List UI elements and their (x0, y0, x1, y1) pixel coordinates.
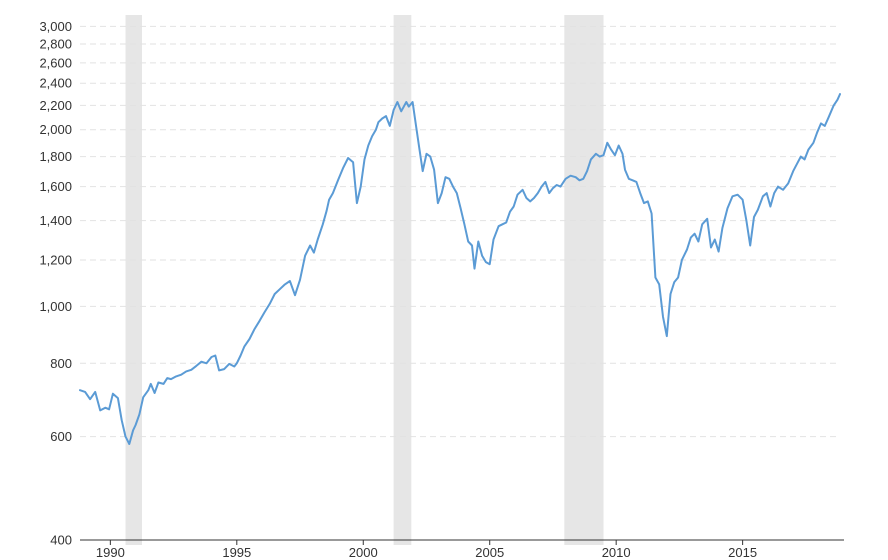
y-tick-label-1800: 1,800 (39, 149, 72, 164)
y-tick-label-2800: 2,800 (39, 36, 72, 51)
y-tick-label-2400: 2,400 (39, 76, 72, 91)
y-tick-label-2600: 2,600 (39, 55, 72, 70)
y-tick-label-800: 800 (50, 356, 72, 371)
x-axis: 1990 1995 2000 2005 2010 2015 (80, 539, 844, 560)
y-tick-label-3000: 3,000 (39, 19, 72, 34)
y-axis: 400 600 800 1,000 1,200 1,400 1,600 1,800 2,000 2… (39, 19, 72, 548)
recession-band-1 (125, 15, 142, 545)
recession-band-3 (564, 15, 604, 545)
y-tick-label-1600: 1,600 (39, 179, 72, 194)
y-tick-label-1200: 1,200 (39, 252, 72, 267)
gridlines (80, 25, 840, 541)
y-tick-label-1400: 1,400 (39, 213, 72, 228)
x-tick-label-2010: 2010 (602, 545, 631, 560)
recession-bands (125, 15, 604, 545)
x-tick-label-2005: 2005 (475, 545, 504, 560)
series-line-1 (79, 93, 841, 445)
y-tick-label-2200: 2,200 (39, 98, 72, 113)
x-tick-label-2000: 2000 (349, 545, 378, 560)
x-tick-label-1995: 1995 (222, 545, 251, 560)
y-tick-label-2000: 2,000 (39, 122, 72, 137)
series-group (79, 93, 841, 445)
x-tick-label-1990: 1990 (96, 545, 125, 560)
y-tick-label-600: 600 (50, 429, 72, 444)
y-tick-label-400: 400 (50, 533, 72, 548)
y-tick-label-1000: 1,000 (39, 299, 72, 314)
x-tick-label-2015: 2015 (728, 545, 757, 560)
recession-band-2 (393, 15, 412, 545)
